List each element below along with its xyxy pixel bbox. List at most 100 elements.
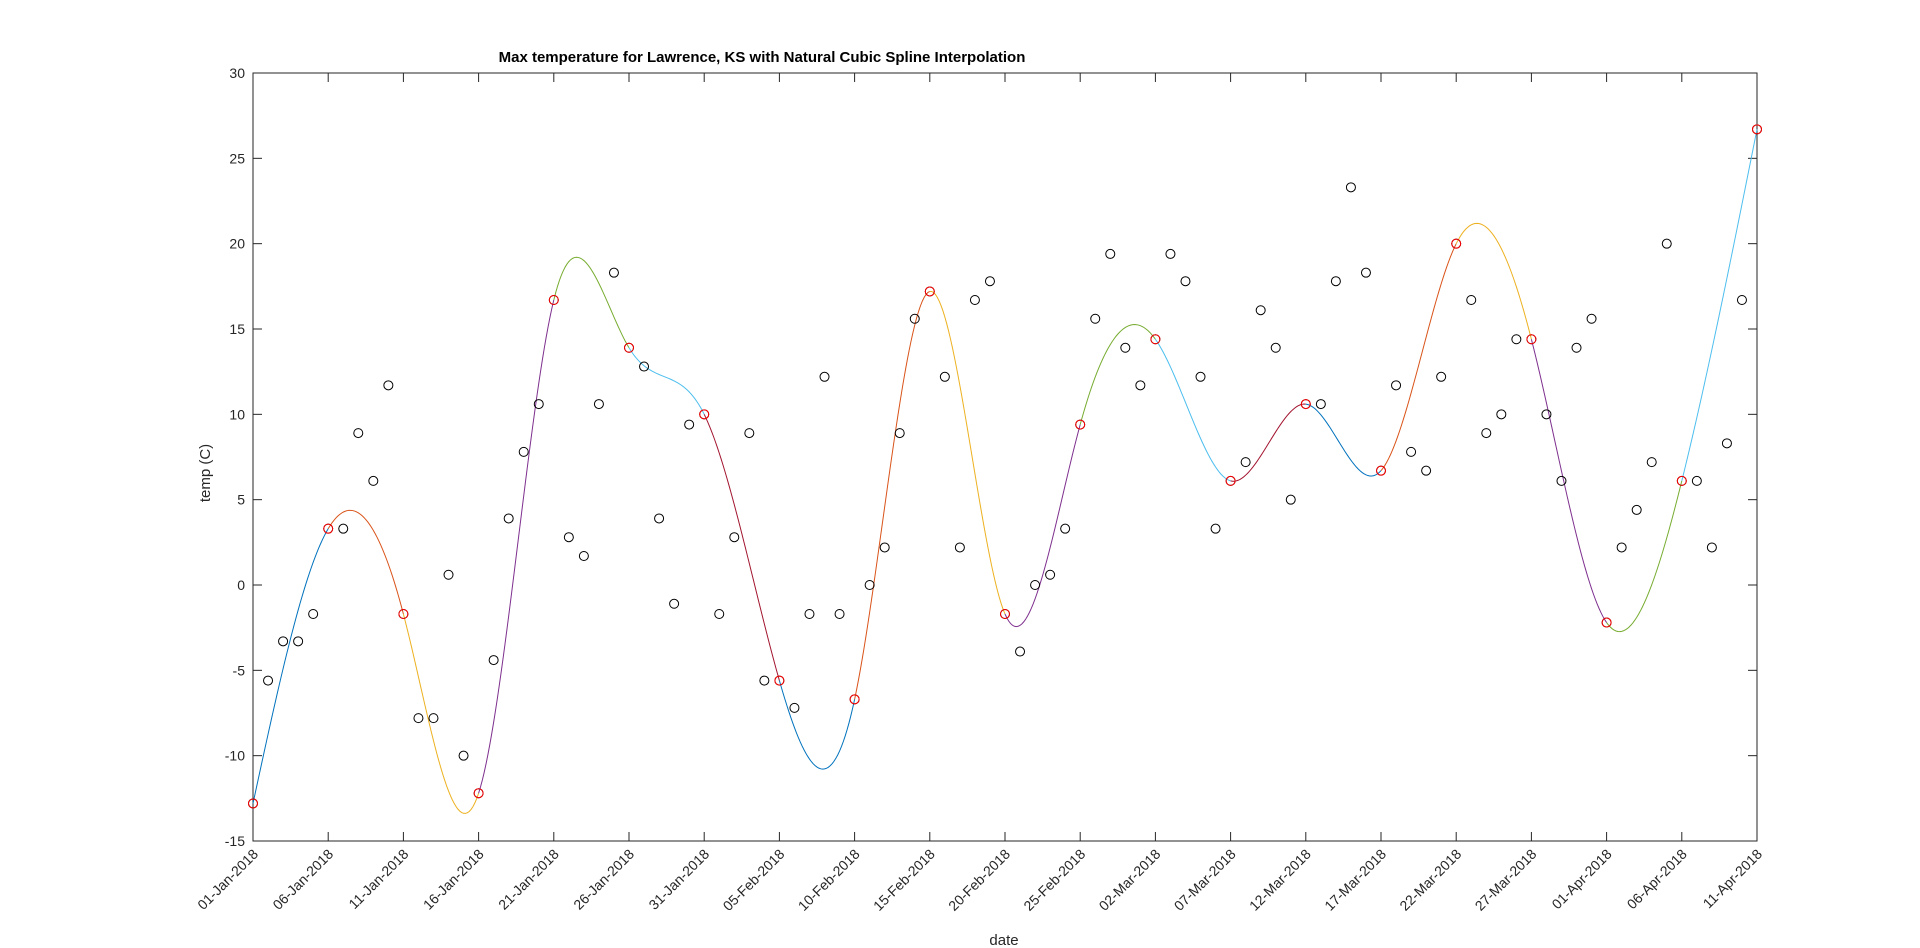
observed-point [1391, 380, 1402, 391]
observed-point [443, 569, 454, 580]
observed-point [1030, 580, 1041, 590]
spline-segment [327, 509, 404, 615]
observed-point [1120, 342, 1131, 353]
spline-segment [402, 613, 480, 814]
x-axis-label: date [989, 932, 1018, 948]
observed-point [1060, 523, 1071, 534]
spline-segment [1079, 324, 1156, 425]
observed-points [248, 124, 1762, 809]
observed-point [654, 513, 665, 524]
knot-point [398, 609, 409, 620]
observed-point [383, 380, 394, 391]
y-tick-label: 15 [229, 321, 245, 337]
spline-segment [1154, 338, 1231, 482]
knot-point [774, 675, 785, 686]
y-tick-label: 25 [229, 150, 245, 166]
knot-point [473, 788, 484, 799]
observed-point [1210, 523, 1221, 534]
spline-segment [1681, 129, 1758, 482]
spline-segment [1230, 403, 1306, 482]
spline-segment [1455, 222, 1532, 340]
knot-point [1000, 609, 1010, 620]
knot-point [1376, 465, 1386, 476]
observed-point [684, 419, 695, 430]
observed-point [714, 609, 725, 620]
y-tick-label: 10 [229, 406, 245, 422]
observed-point [1556, 475, 1567, 486]
observed-point [1105, 248, 1116, 259]
observed-point [669, 598, 680, 609]
spline-segment [1004, 424, 1081, 628]
observed-point [518, 446, 529, 457]
knot-point [1752, 124, 1762, 135]
observed-point [984, 276, 995, 287]
observed-point [1330, 276, 1341, 287]
spline-curves [252, 129, 1758, 814]
spline-segment [929, 290, 1006, 615]
observed-point [413, 713, 424, 724]
observed-point [1255, 305, 1266, 316]
observed-point [1586, 313, 1597, 324]
observed-point [533, 399, 544, 410]
plot-area [252, 72, 1758, 842]
knot-points [248, 124, 1762, 809]
observed-point [578, 550, 589, 561]
observed-point [1496, 409, 1507, 420]
spline-segment [778, 680, 856, 770]
observed-point [819, 371, 830, 382]
knot-point [1601, 617, 1612, 628]
observed-point [864, 580, 875, 590]
observed-point [789, 702, 800, 713]
knot-point [248, 798, 258, 809]
observed-point [308, 609, 319, 620]
observed-point [954, 542, 965, 553]
observed-point [563, 532, 574, 543]
knot-point [1451, 238, 1462, 249]
chart-title: Max temperature for Lawrence, KS with Na… [499, 49, 1026, 66]
observed-point [1646, 457, 1657, 468]
y-tick-label: -10 [225, 748, 245, 764]
y-tick-label: 20 [229, 236, 245, 252]
observed-point [1406, 446, 1417, 457]
observed-point [1345, 182, 1356, 193]
spline-segment [854, 291, 931, 700]
observed-point [278, 636, 289, 647]
observed-point [263, 675, 274, 686]
observed-point [1165, 248, 1176, 259]
observed-point [428, 713, 439, 724]
observed-point [1481, 428, 1492, 439]
spline-segment [628, 347, 705, 415]
y-axis-label: temp (C) [197, 444, 214, 502]
y-tick-label: -15 [225, 833, 245, 849]
spline-segment [1606, 480, 1683, 633]
spline-segment [478, 299, 555, 794]
knot-point [699, 409, 710, 420]
y-tick-label: -5 [233, 662, 246, 678]
observed-point [639, 361, 650, 372]
knot-point [849, 694, 860, 705]
observed-point [1421, 465, 1432, 476]
observed-point [1541, 409, 1552, 420]
observed-point [1180, 276, 1191, 287]
knot-point [1150, 334, 1161, 345]
observed-point [593, 399, 604, 410]
observed-point [1661, 238, 1672, 249]
observed-point [338, 523, 349, 534]
observed-point [293, 636, 304, 647]
y-axis-ticks: -15 -10 -5 0 5 10 15 20 25 30 [225, 65, 1757, 849]
observed-point [759, 675, 770, 686]
knot-point [1225, 475, 1236, 486]
observed-point [1436, 371, 1447, 382]
observed-point [1045, 569, 1056, 580]
observed-point [608, 267, 619, 278]
observed-point [1360, 267, 1371, 278]
observed-point [1511, 334, 1522, 345]
knot-point [1075, 419, 1086, 430]
knot-point [1300, 399, 1311, 410]
observed-point [894, 428, 905, 439]
spline-segment [1380, 243, 1457, 471]
observed-point [729, 532, 740, 543]
observed-point [969, 294, 980, 305]
y-tick-label: 0 [237, 577, 245, 593]
